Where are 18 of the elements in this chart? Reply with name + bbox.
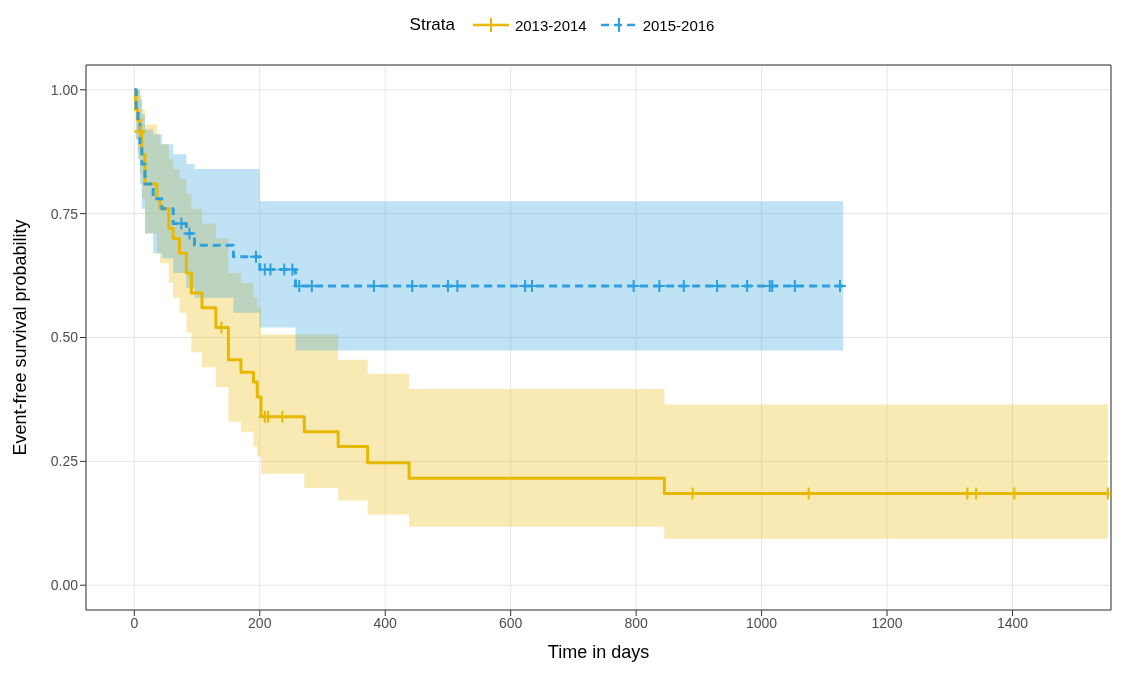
x-tick-label: 800 (624, 614, 649, 631)
y-tick-label: 0.25 (50, 453, 79, 470)
legend-title: Strata (409, 15, 455, 35)
y-axis-title: Event-free survival probability (10, 219, 31, 456)
y-tick-label: 0.75 (50, 205, 79, 222)
x-tick-label: 400 (373, 614, 398, 631)
x-tick-label: 1000 (746, 614, 778, 631)
y-tick-label: 0.00 (50, 577, 79, 594)
x-tick-label: 600 (499, 614, 523, 631)
legend-label: 2013-2014 (514, 16, 587, 34)
x-tick-label: 1400 (996, 614, 1029, 631)
x-axis-title: Time in days (547, 642, 650, 662)
x-tick-label: 200 (248, 614, 272, 631)
legend-label: 2015-2016 (642, 16, 715, 34)
x-tick-label: 0 (130, 614, 139, 631)
y-tick-label: 1.00 (50, 81, 79, 98)
y-tick-label: 0.50 (50, 329, 79, 346)
x-tick-label: 1200 (871, 614, 903, 631)
